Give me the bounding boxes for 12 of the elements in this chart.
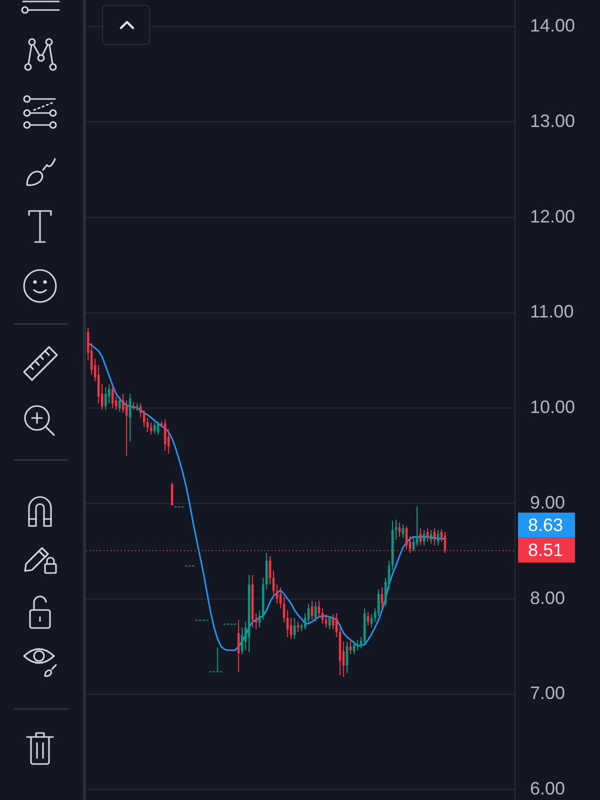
y-tick-label: 12.00 (530, 206, 576, 226)
ref-line-label: 8.51 (528, 540, 564, 560)
candlestick (216, 647, 219, 672)
y-tick-label: 11.00 (530, 302, 574, 322)
text: 8.63 (528, 515, 564, 536)
y-tick-label: 14.00 (530, 16, 576, 36)
y-tick-label: 6.00 (530, 778, 566, 798)
y-tick-label: 7.00 (530, 683, 566, 704)
y-tick-label: 9.00 (530, 492, 566, 512)
y-tick-label: 13.00 (530, 111, 576, 132)
y-tick-label: 10.00 (530, 397, 576, 418)
y-tick-label: 8.00 (530, 588, 566, 608)
